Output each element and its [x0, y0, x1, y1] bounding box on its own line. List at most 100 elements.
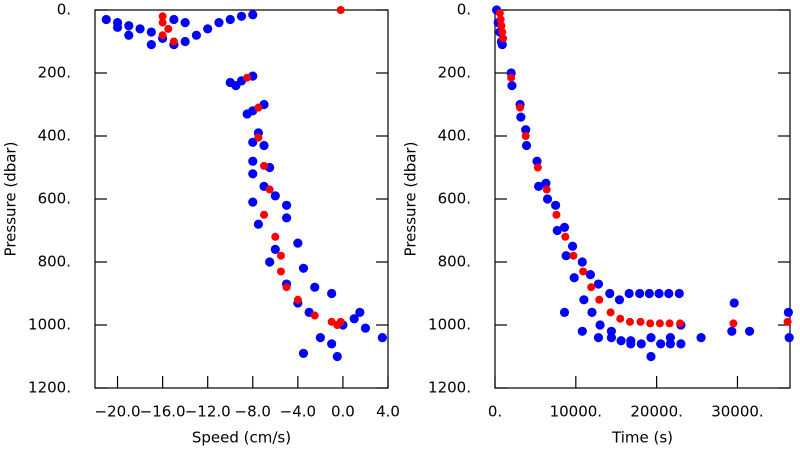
data-point [656, 339, 666, 349]
data-point [593, 279, 604, 289]
y-tick-label: 200. [438, 64, 471, 82]
data-point [542, 194, 553, 204]
data-point [674, 288, 684, 299]
data-point [265, 185, 274, 194]
x-tick-label: −16.0 [140, 403, 186, 421]
data-point [665, 319, 674, 328]
data-point [696, 333, 706, 343]
data-point [784, 333, 794, 343]
data-point [593, 333, 604, 343]
y-tick-label: 600. [38, 190, 71, 208]
y-tick-label: 800. [38, 253, 71, 271]
data-point [164, 24, 173, 33]
y-tick-label: 1200. [28, 379, 71, 397]
data-point [605, 288, 615, 299]
y-axis-label: Pressure (dbar) [402, 142, 420, 257]
data-point [744, 326, 755, 336]
data-point [298, 263, 309, 273]
data-point [567, 241, 578, 251]
data-point [507, 73, 516, 82]
data-point [203, 24, 213, 34]
y-tick-label: 1000. [428, 316, 471, 334]
data-point [310, 311, 319, 320]
data-point [783, 317, 792, 326]
data-point [569, 273, 579, 283]
data-point [624, 288, 634, 299]
data-point [552, 225, 562, 236]
data-point [270, 191, 280, 201]
x-tick-label: 20000. [630, 403, 683, 421]
data-point [248, 10, 258, 20]
data-point [497, 21, 506, 30]
data-point [180, 36, 190, 47]
data-point [606, 308, 615, 317]
data-point [587, 283, 596, 292]
panel: 0. 200. 400. 600. 800. 1000. 1200. 0. 10000. 2000… [402, 1, 794, 447]
data-point [579, 295, 589, 305]
data-point [646, 351, 656, 362]
data-point [276, 251, 285, 260]
data-point [676, 319, 685, 328]
data-point [496, 15, 505, 24]
data-point [298, 348, 309, 358]
data-point [499, 34, 508, 43]
data-point [521, 140, 532, 151]
y-tick-label: 800. [438, 253, 471, 271]
data-point [595, 320, 605, 330]
data-point [636, 339, 646, 349]
data-point [729, 298, 739, 308]
data-point [635, 288, 645, 299]
data-point [236, 11, 247, 21]
y-tick-label: 1000. [28, 316, 71, 334]
y-tick-label: 0. [57, 1, 71, 19]
data-point [293, 238, 303, 248]
data-point [242, 109, 252, 119]
data-point [579, 267, 588, 276]
data-point [146, 27, 156, 37]
data-point [281, 200, 292, 210]
data-point [561, 232, 570, 241]
data-point [260, 161, 269, 170]
data-point [577, 326, 587, 336]
data-point [377, 333, 387, 343]
data-point [534, 181, 544, 191]
data-point [636, 317, 645, 326]
data-point [169, 37, 178, 46]
x-tick-label: 0.0 [331, 403, 355, 421]
x-tick-label: 10000. [550, 403, 603, 421]
data-point [498, 28, 507, 37]
data-point [606, 326, 616, 336]
data-point [507, 81, 517, 91]
data-point [248, 197, 258, 207]
data-point [783, 307, 793, 317]
data-point [191, 30, 202, 40]
data-point [248, 169, 258, 179]
data-point [360, 323, 371, 333]
data-point [310, 282, 320, 292]
data-point [521, 125, 531, 135]
data-point [112, 22, 123, 32]
data-point [521, 132, 530, 140]
data-point [646, 333, 656, 343]
data-point [315, 333, 325, 343]
x-tick-label: −4.0 [280, 403, 316, 421]
data-point [559, 222, 570, 232]
data-point [614, 295, 625, 305]
data-point [577, 257, 587, 267]
data-point [595, 295, 604, 304]
y-axis-label: Pressure (dbar) [2, 142, 20, 257]
y-tick-label: 200. [38, 64, 71, 82]
data-point [655, 319, 664, 328]
data-point [551, 200, 561, 210]
data-point [497, 40, 507, 50]
x-tick-label: −20.0 [95, 403, 141, 421]
data-point [248, 156, 258, 166]
x-axis-label: Speed (cm/s) [192, 429, 291, 447]
data-point [336, 317, 345, 326]
data-point [135, 24, 145, 34]
data-point [533, 163, 542, 172]
x-tick-label: −12.0 [185, 403, 231, 421]
data-point [727, 326, 737, 336]
plot-frame [94, 9, 389, 389]
